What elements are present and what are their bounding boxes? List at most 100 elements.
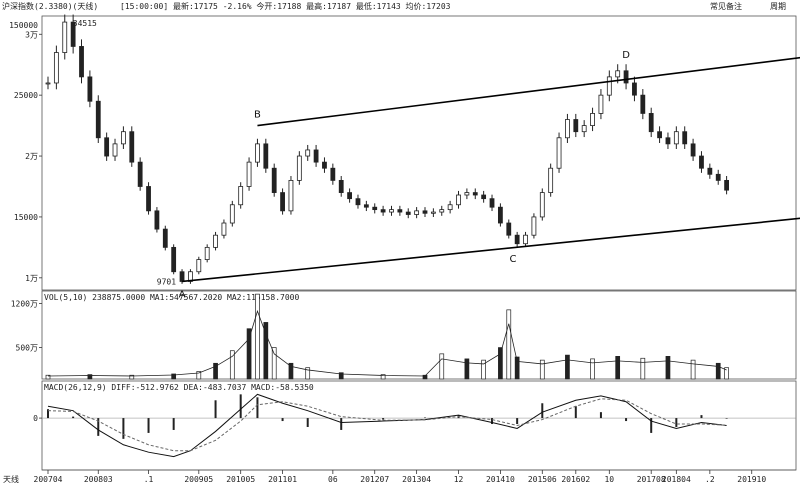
volume-bar xyxy=(213,362,218,380)
price-candle-body xyxy=(121,131,126,145)
macd-dea-line xyxy=(47,398,727,452)
volume-bar xyxy=(338,372,344,380)
price-candle-body xyxy=(489,198,495,208)
channel-line-0 xyxy=(181,217,800,283)
price-candle-body xyxy=(523,234,528,245)
price-candle-body xyxy=(246,161,252,187)
x-tick-label: 201005 xyxy=(226,475,255,484)
price-candle-body xyxy=(238,186,244,206)
x-tick-label: 201804 xyxy=(662,475,691,484)
volume-ma-line xyxy=(47,309,727,377)
price-candle-body xyxy=(548,167,554,193)
price-candle-body xyxy=(62,21,68,53)
price-tick-label: 2万 xyxy=(25,152,38,161)
point-label-c: C xyxy=(509,254,516,265)
price-candle-body xyxy=(380,209,386,213)
volume-tick-label: 1200万 xyxy=(11,300,38,309)
price-candle-body xyxy=(414,210,420,215)
price-candle-body xyxy=(464,192,470,196)
volume-bar xyxy=(288,362,294,380)
price-tick-label: 15000 xyxy=(14,213,38,222)
x-tick-label: .1 xyxy=(144,475,154,484)
price-candle-body xyxy=(673,131,679,145)
price-candle-body xyxy=(573,119,579,133)
volume-header: VOL(5,10) 238875.0000 MA1:547567.2020 MA… xyxy=(44,293,299,302)
panel-frame-2 xyxy=(41,380,797,471)
volume-bar xyxy=(565,354,570,380)
volume-bar xyxy=(422,374,428,380)
price-high-label: 34515 xyxy=(73,19,97,28)
price-candle-body xyxy=(665,137,671,145)
volume-bar xyxy=(255,293,260,380)
price-tick-label: 1万 xyxy=(25,274,38,283)
price-candle-body xyxy=(715,173,721,181)
price-candle-body xyxy=(565,119,570,139)
price-candle-body xyxy=(632,82,637,96)
corner-label: 天线 xyxy=(3,474,19,484)
x-tick-label: 200905 xyxy=(184,475,213,484)
volume-bar xyxy=(229,350,235,380)
price-candle-body xyxy=(137,161,143,187)
volume-bar xyxy=(715,362,721,380)
price-candle-body xyxy=(213,234,218,248)
price-candle-body xyxy=(707,167,713,175)
volume-tick-label: 500万 xyxy=(16,344,38,353)
price-candle-body xyxy=(657,131,662,139)
price-candle-body xyxy=(405,211,411,215)
point-label-b: B xyxy=(254,110,261,121)
x-tick-label: 201910 xyxy=(737,475,766,484)
price-candle-body xyxy=(623,70,629,84)
volume-bar xyxy=(87,374,93,380)
volume-bar xyxy=(171,373,177,380)
price-candle-body xyxy=(439,209,445,213)
volume-bar xyxy=(263,322,269,380)
price-candle-body xyxy=(447,204,453,211)
x-tick-label: 201410 xyxy=(486,475,515,484)
point-label-a: A xyxy=(179,289,186,300)
price-top-label: 150000 xyxy=(9,21,38,30)
volume-bar xyxy=(129,374,135,380)
price-tick-label: 3万 xyxy=(25,30,38,39)
price-candle-body xyxy=(171,246,177,273)
volume-bar xyxy=(615,356,621,380)
price-candle-body xyxy=(146,186,151,212)
x-tick-label: 12 xyxy=(454,475,464,484)
price-candle-body xyxy=(296,155,302,181)
price-candle-body xyxy=(95,100,101,139)
point-label-d: D xyxy=(622,50,630,61)
price-candle-body xyxy=(271,167,277,193)
volume-bar xyxy=(271,347,277,380)
price-candle-body xyxy=(497,206,503,224)
volume-bar xyxy=(506,309,512,380)
price-candle-body xyxy=(699,155,704,169)
x-tick-label: 201207 xyxy=(360,475,389,484)
notes-label[interactable]: 常见备注 xyxy=(710,2,742,11)
price-candle-body xyxy=(221,222,227,236)
price-candle-body xyxy=(422,210,428,214)
volume-bar xyxy=(380,374,386,380)
price-candle-body xyxy=(53,52,59,84)
volume-bar xyxy=(305,367,311,380)
panel-frame-1 xyxy=(41,290,797,380)
price-candle-body xyxy=(397,209,403,213)
price-candle-body xyxy=(581,125,587,133)
macd-tick-label: 0 xyxy=(33,414,38,423)
price-candle-body xyxy=(363,204,369,208)
volume-bar xyxy=(724,367,729,380)
price-candle-body xyxy=(347,192,353,200)
volume-bar xyxy=(246,328,252,380)
volume-bar xyxy=(196,371,202,380)
price-candle-body xyxy=(255,143,260,163)
price-candle-body xyxy=(640,94,646,114)
price-candle-body xyxy=(313,149,319,163)
price-candle-body xyxy=(556,137,562,169)
x-tick-label: .2 xyxy=(705,475,715,484)
period-label[interactable]: 周期 xyxy=(770,2,786,11)
x-tick-label: 201708 xyxy=(637,475,666,484)
price-candle-body xyxy=(648,113,654,133)
volume-bar xyxy=(539,359,545,380)
volume-bar xyxy=(498,347,503,380)
price-candle-body xyxy=(229,204,235,224)
volume-bar xyxy=(45,374,51,380)
